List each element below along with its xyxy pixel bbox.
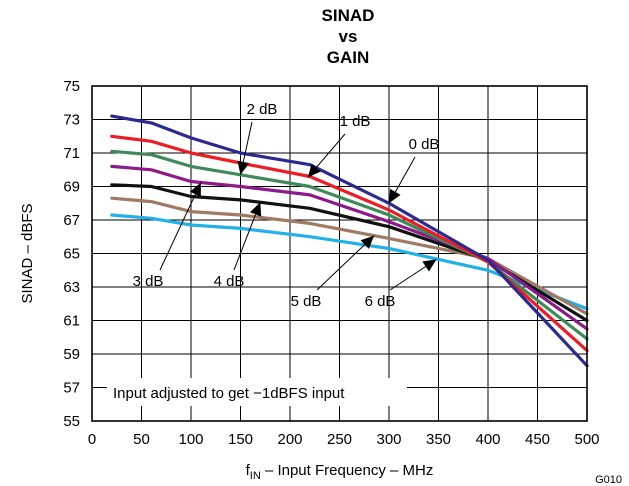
series-layer <box>110 114 589 368</box>
annotation-layer: 2 dB 1 dB 0 dB 3 dB 4 dB 5 dB 6 dB Input adjust… <box>107 101 439 406</box>
annotation-arrowhead <box>389 188 401 204</box>
x-tick-label: 250 <box>327 431 352 448</box>
x-axis-label-prefix: f <box>246 462 251 479</box>
x-tick-label: 50 <box>133 431 150 448</box>
y-tick-label: 73 <box>63 112 80 129</box>
note-box <box>107 378 407 406</box>
x-tick-label: 300 <box>376 431 401 448</box>
y-tick-label: 67 <box>63 212 80 229</box>
figure-id: G010 <box>595 474 622 486</box>
x-tick-labels: 0 50 100 150 200 250 300 350 400 450 500 <box>88 431 600 448</box>
grid-lines <box>91 85 588 422</box>
note-text: Input adjusted to get −1dBFS input <box>113 385 345 402</box>
series-label: 6 dB <box>365 293 396 310</box>
y-tick-label: 55 <box>63 413 80 430</box>
x-tick-label: 100 <box>178 431 203 448</box>
series-label: 3 dB <box>133 273 164 290</box>
series-label: 4 dB <box>214 273 245 290</box>
series-line <box>110 134 589 353</box>
annotation-arrowhead <box>237 160 250 175</box>
chart-title-line-3: GAIN <box>327 48 370 67</box>
chart-title-line-1: SINAD <box>322 6 375 25</box>
x-axis-label-rest: – Input Frequency – MHz <box>261 462 434 479</box>
series-line <box>110 183 589 323</box>
annotation-arrowhead <box>189 182 201 197</box>
annotation-leader <box>159 182 202 271</box>
y-tick-label: 63 <box>63 279 80 296</box>
annotation-arrowhead <box>360 235 375 249</box>
series-line <box>110 213 589 311</box>
y-tick-label: 59 <box>63 346 80 363</box>
y-tick-labels: 55 57 59 61 63 65 67 69 71 73 75 <box>63 78 80 430</box>
y-tick-label: 57 <box>63 380 80 397</box>
annotation-arrowhead <box>307 163 321 178</box>
plot-area-frame <box>91 85 588 422</box>
series-label: 1 dB <box>340 113 371 130</box>
x-axis-label: fIN – Input Frequency – MHz <box>246 462 434 482</box>
y-tick-label: 71 <box>63 145 80 162</box>
x-tick-label: 350 <box>426 431 451 448</box>
y-tick-label: 75 <box>63 78 80 95</box>
x-tick-label: 150 <box>228 431 253 448</box>
series-label: 5 dB <box>291 293 322 310</box>
x-tick-label: 200 <box>277 431 302 448</box>
series-line <box>110 164 589 331</box>
x-tick-label: 450 <box>525 431 550 448</box>
series-line <box>110 196 589 316</box>
x-axis-label-subscript: IN <box>250 470 261 482</box>
y-tick-label: 65 <box>63 246 80 263</box>
chart-title-line-2: vs <box>339 27 358 46</box>
annotation-arrowhead <box>250 202 262 217</box>
annotation-leader <box>316 235 375 291</box>
y-tick-label: 69 <box>63 179 80 196</box>
annotation-arrowhead <box>422 259 437 272</box>
y-tick-label: 61 <box>63 313 80 330</box>
series-label: 0 dB <box>409 136 440 153</box>
x-tick-label: 0 <box>88 431 96 448</box>
series-label: 2 dB <box>247 101 278 118</box>
x-tick-label: 500 <box>574 431 599 448</box>
series-line <box>110 114 589 368</box>
y-axis-label: SINAD – dBFS <box>19 203 36 303</box>
x-tick-label: 400 <box>475 431 500 448</box>
